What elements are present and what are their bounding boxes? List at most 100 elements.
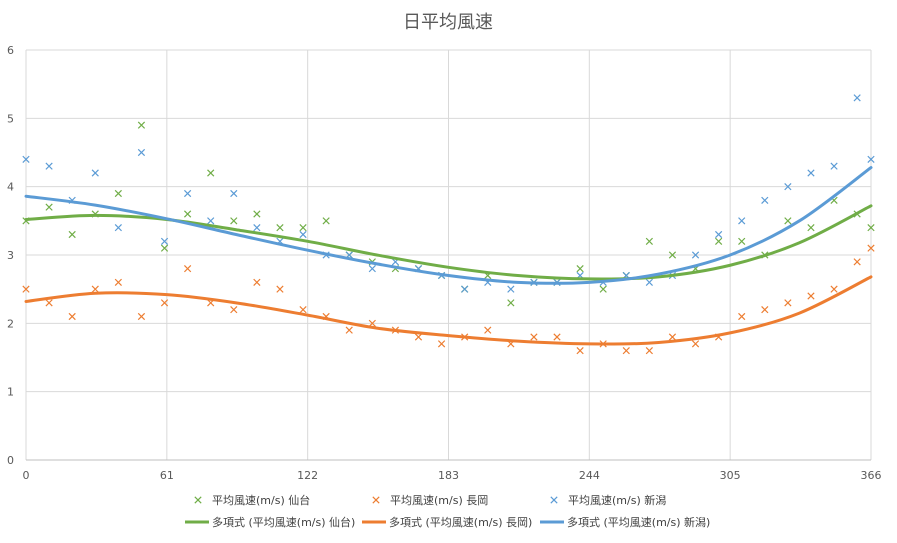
- data-point: [68, 230, 76, 239]
- legend-item: 平均風速(m/s) 長岡: [372, 494, 488, 507]
- data-point: [668, 251, 677, 259]
- data-point: [645, 347, 653, 355]
- trendline-5: [24, 166, 873, 285]
- scatter-series-1: [22, 244, 875, 355]
- data-point: [507, 285, 515, 293]
- data-point: [230, 189, 238, 198]
- legend-item: 多項式 (平均風速(m/s) 新潟): [540, 515, 710, 529]
- data-point: [345, 326, 353, 334]
- legend-label: 多項式 (平均風速(m/s) 仙台): [212, 515, 355, 529]
- data-point: [299, 224, 307, 232]
- y-tick-label: 2: [7, 317, 14, 330]
- data-point: [576, 265, 584, 273]
- legend-label: 平均風速(m/s) 長岡: [390, 494, 488, 507]
- data-point: [114, 278, 122, 286]
- data-point: [807, 224, 815, 232]
- data-point: [414, 333, 423, 341]
- legend: 平均風速(m/s) 仙台 平均風速(m/s) 長岡 平均風速(m/s) 新潟多項式 …: [185, 493, 710, 529]
- data-point: [230, 306, 238, 314]
- data-point: [622, 347, 630, 355]
- data-point: [137, 148, 146, 157]
- x-tick-label: 305: [720, 469, 741, 482]
- data-point: [691, 340, 700, 348]
- x-tick-label: 0: [23, 469, 30, 482]
- data-point: [714, 237, 723, 245]
- legend-marker: [550, 496, 558, 504]
- data-point: [691, 251, 700, 259]
- axes: 0 1 2 3 4 5 6 0 61 122 183 244 305 366: [7, 44, 882, 482]
- data-point: [253, 210, 261, 218]
- data-point: [784, 299, 792, 307]
- data-point: [645, 278, 653, 286]
- data-point: [45, 203, 53, 211]
- legend-item: 多項式 (平均風速(m/s) 仙台): [185, 515, 355, 529]
- data-point: [137, 121, 146, 129]
- x-tick-label: 183: [438, 469, 459, 482]
- data-point: [207, 169, 215, 177]
- x-tick-label: 61: [160, 469, 174, 482]
- data-point: [22, 285, 30, 293]
- data-point: [183, 189, 192, 198]
- data-point: [368, 319, 376, 327]
- data-point: [714, 230, 723, 239]
- x-tick-label: 122: [297, 469, 318, 482]
- data-point: [484, 326, 492, 334]
- data-point: [322, 217, 330, 225]
- chart-title: 日平均風速: [403, 12, 493, 33]
- data-point: [807, 169, 815, 177]
- y-tick-label: 3: [7, 249, 14, 262]
- y-tick-label: 1: [7, 386, 14, 399]
- data-point: [853, 94, 861, 102]
- y-tick-label: 0: [7, 454, 14, 467]
- data-point: [738, 312, 746, 321]
- data-point: [368, 265, 376, 273]
- data-point: [230, 217, 238, 225]
- data-point: [160, 299, 169, 307]
- data-point: [853, 258, 861, 266]
- data-point: [761, 306, 769, 314]
- data-point: [45, 162, 53, 170]
- data-point: [299, 306, 307, 314]
- data-point: [91, 169, 99, 177]
- legend-label: 多項式 (平均風速(m/s) 長岡): [389, 515, 532, 529]
- trendline-4: [24, 275, 873, 346]
- data-point: [253, 278, 261, 286]
- data-point: [668, 333, 677, 341]
- data-point: [437, 340, 446, 348]
- data-point: [68, 312, 76, 321]
- data-point: [530, 333, 538, 341]
- legend-label: 平均風速(m/s) 新潟: [568, 493, 666, 507]
- data-marks: [22, 94, 875, 355]
- data-point: [784, 217, 792, 225]
- data-point: [114, 224, 122, 232]
- data-point: [114, 189, 122, 198]
- y-tick-label: 5: [7, 112, 14, 125]
- data-point: [22, 155, 30, 163]
- legend-item: 平均風速(m/s) 新潟: [550, 493, 666, 507]
- data-point: [137, 312, 146, 321]
- legend-item: 多項式 (平均風速(m/s) 長岡): [362, 515, 532, 529]
- data-point: [276, 224, 284, 232]
- x-tick-label: 244: [579, 469, 600, 482]
- legend-label: 多項式 (平均風速(m/s) 新潟): [567, 515, 710, 529]
- data-point: [45, 299, 53, 307]
- gridlines: [25, 49, 872, 461]
- legend-marker: [194, 496, 202, 504]
- y-tick-label: 4: [7, 181, 14, 194]
- data-point: [867, 244, 875, 252]
- data-point: [830, 285, 838, 293]
- legend-marker: [372, 496, 380, 504]
- data-point: [553, 333, 561, 341]
- data-point: [183, 265, 192, 273]
- data-point: [91, 285, 99, 293]
- data-point: [207, 217, 215, 225]
- data-point: [253, 224, 261, 232]
- legend-label: 平均風速(m/s) 仙台: [212, 493, 310, 507]
- data-point: [738, 237, 746, 245]
- data-point: [183, 210, 192, 218]
- data-point: [807, 292, 815, 300]
- data-point: [276, 285, 284, 293]
- data-point: [761, 196, 769, 204]
